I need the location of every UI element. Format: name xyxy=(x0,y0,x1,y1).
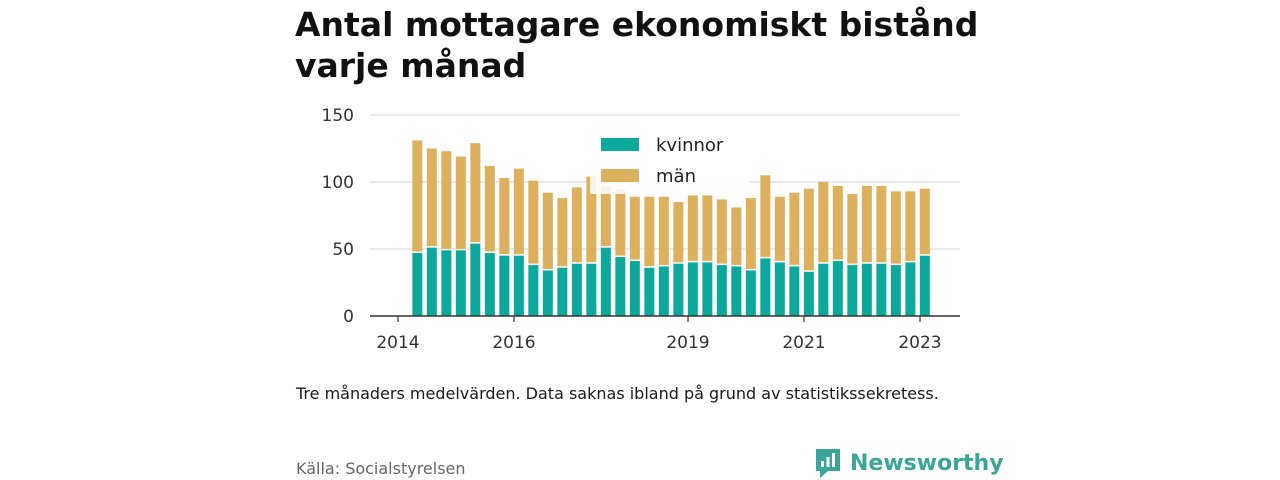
bar-kvinnor xyxy=(890,265,901,316)
bar-kvinnor xyxy=(919,255,930,316)
bar-man xyxy=(499,177,510,255)
bar-man xyxy=(702,195,713,261)
y-tick-label: 150 xyxy=(322,106,354,126)
bar-man xyxy=(890,191,901,264)
bar-man xyxy=(789,192,800,265)
bar-man xyxy=(861,186,872,263)
bar-kvinnor xyxy=(441,250,452,316)
bar-man xyxy=(644,196,655,267)
bar-kvinnor xyxy=(702,262,713,316)
bar-man xyxy=(542,192,553,269)
y-axis-ticks: 0 50 100 150 xyxy=(322,106,354,327)
bar-kvinnor xyxy=(484,253,495,316)
bar-man xyxy=(513,168,524,255)
newsworthy-logo-icon xyxy=(816,449,840,478)
bar-kvinnor xyxy=(615,257,626,316)
brand-name: Newsworthy xyxy=(850,450,1004,476)
bar-man xyxy=(470,143,481,243)
bar-man xyxy=(760,175,771,257)
x-axis-ticks: 2014 2016 2019 2021 2023 xyxy=(376,316,942,353)
x-tick-label: 2016 xyxy=(492,333,535,353)
bar-kvinnor xyxy=(861,263,872,316)
bar-man xyxy=(615,188,626,256)
bar-man xyxy=(528,180,539,264)
bar-man xyxy=(426,148,437,247)
bar-kvinnor xyxy=(745,270,756,316)
bar-kvinnor xyxy=(774,262,785,316)
x-tick-label: 2019 xyxy=(666,333,709,353)
bar-man xyxy=(876,186,887,263)
bar-kvinnor xyxy=(499,255,510,316)
bar-kvinnor xyxy=(412,253,423,316)
x-tick-label: 2023 xyxy=(898,333,941,353)
y-tick-label: 100 xyxy=(322,173,354,193)
bar-kvinnor xyxy=(803,271,814,316)
bar-kvinnor xyxy=(832,261,843,316)
bar-kvinnor xyxy=(586,263,597,316)
bar-man xyxy=(673,202,684,263)
x-tick-label: 2014 xyxy=(376,333,419,353)
bar-man xyxy=(687,195,698,261)
bar-kvinnor xyxy=(716,265,727,316)
bar-kvinnor xyxy=(455,250,466,316)
bar-man xyxy=(586,176,597,263)
bar-kvinnor xyxy=(818,263,829,316)
legend: kvinnor män xyxy=(590,126,750,194)
bar-man xyxy=(484,165,495,252)
bar-man xyxy=(658,196,669,265)
bar-man xyxy=(455,156,466,249)
legend-background xyxy=(590,126,750,194)
bar-man xyxy=(441,151,452,249)
bar-kvinnor xyxy=(542,270,553,316)
source-text: Källa: Socialstyrelsen xyxy=(296,459,466,478)
bar-man xyxy=(600,186,611,247)
bar-man xyxy=(571,187,582,263)
bar-kvinnor xyxy=(600,247,611,316)
bar-man xyxy=(557,198,568,267)
bar-kvinnor xyxy=(528,265,539,316)
bar-man xyxy=(832,186,843,260)
bar-kvinnor xyxy=(571,263,582,316)
y-tick-label: 50 xyxy=(332,240,354,260)
bar-kvinnor xyxy=(557,267,568,316)
bar-kvinnor xyxy=(760,258,771,316)
bar-man xyxy=(919,188,930,255)
bar-kvinnor xyxy=(905,262,916,316)
bar-kvinnor xyxy=(426,247,437,316)
chart-note: Tre månaders medelvärden. Data saknas ib… xyxy=(296,384,939,403)
legend-swatch xyxy=(601,138,639,151)
bar-kvinnor xyxy=(658,266,669,316)
bar-man xyxy=(818,182,829,263)
bar-kvinnor xyxy=(847,265,858,316)
bar-man xyxy=(629,196,640,260)
bar-kvinnor xyxy=(644,267,655,316)
bar-kvinnor xyxy=(876,263,887,316)
legend-label: män xyxy=(656,166,696,187)
y-tick-label: 0 xyxy=(343,307,354,327)
bar-man xyxy=(731,207,742,265)
x-tick-label: 2021 xyxy=(782,333,825,353)
bars xyxy=(412,140,930,316)
bar-kvinnor xyxy=(789,266,800,316)
bar-man xyxy=(774,196,785,261)
bar-man xyxy=(803,188,814,271)
bar-man xyxy=(745,198,756,269)
bar-man xyxy=(716,199,727,264)
bar-man xyxy=(847,194,858,264)
bar-kvinnor xyxy=(731,266,742,316)
bar-kvinnor xyxy=(687,262,698,316)
bar-kvinnor xyxy=(629,261,640,316)
brand-logo[interactable]: Newsworthy xyxy=(814,446,1004,480)
bar-man xyxy=(412,140,423,252)
bar-man xyxy=(905,191,916,261)
chart-title: Antal mottagare ekonomiskt bistånd varje… xyxy=(295,5,979,85)
bar-chart: 0 50 100 150 2014 2016 2019 2021 2023 kvinnor mä… xyxy=(322,106,960,353)
bar-kvinnor xyxy=(470,243,481,316)
legend-swatch xyxy=(601,169,639,182)
legend-label: kvinnor xyxy=(656,135,724,156)
bar-kvinnor xyxy=(673,263,684,316)
bar-kvinnor xyxy=(513,255,524,316)
